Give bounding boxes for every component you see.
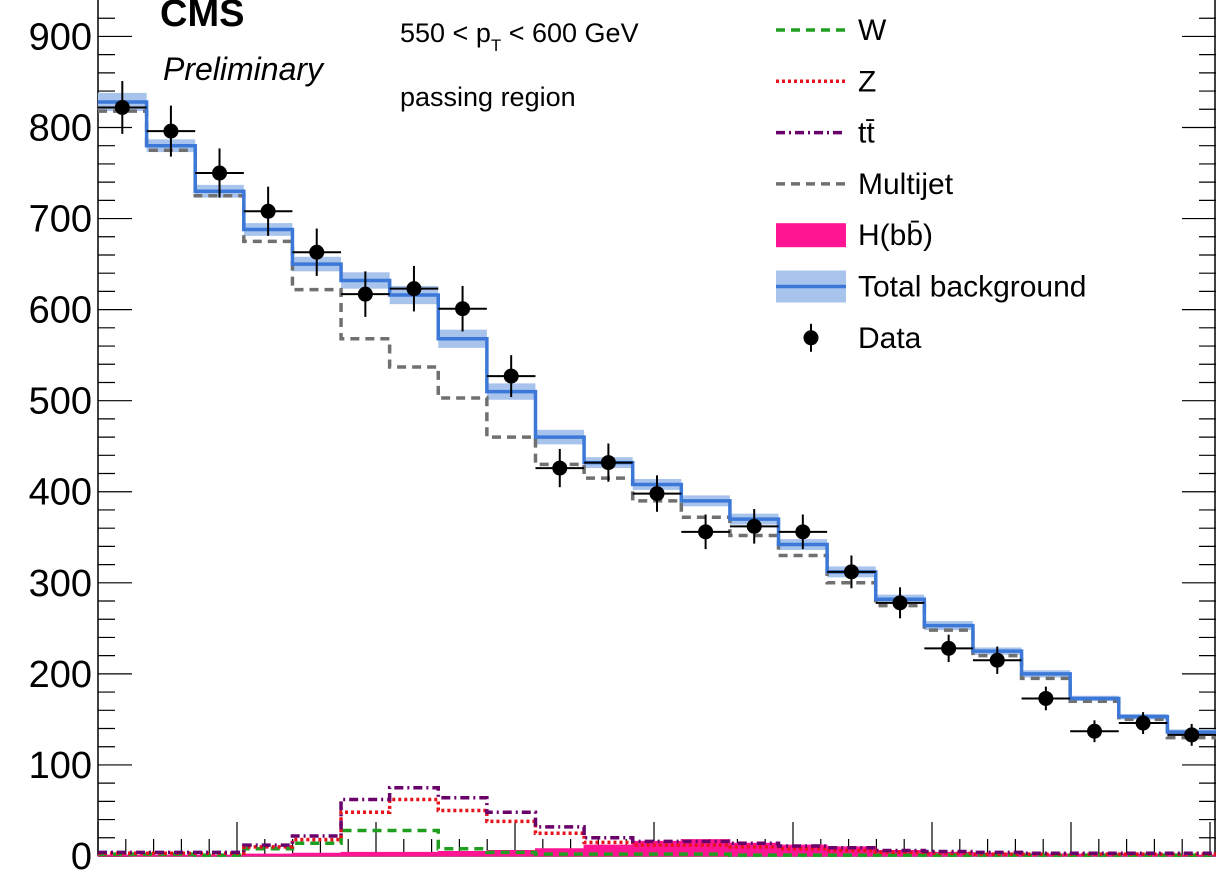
data-point [114, 99, 130, 115]
data-point [746, 518, 762, 534]
y-tick-label: 700 [29, 199, 92, 241]
y-tick-label: 0 [71, 836, 92, 872]
data-points [98, 81, 1216, 746]
data-point [309, 244, 325, 260]
data-point [1086, 723, 1102, 739]
y-tick-label: 200 [29, 654, 92, 696]
region-label: passing region [400, 82, 576, 112]
legend-label: W [858, 14, 887, 47]
data-point [503, 368, 519, 384]
data-point [941, 640, 957, 656]
data-point [795, 524, 811, 540]
data-point [455, 301, 471, 317]
y-tick-label: 900 [29, 16, 92, 58]
region-subscript: T [491, 36, 501, 55]
region-kinematics: 550 < pT < 600 GeV [400, 18, 639, 55]
series-line-tt [98, 785, 1216, 856]
experiment-label: CMS [160, 0, 244, 35]
total-background-line [98, 100, 1216, 734]
legend-label: Z [858, 65, 876, 98]
data-point [212, 165, 228, 181]
y-tick-label: 100 [29, 745, 92, 787]
data-point [406, 281, 422, 297]
legend-label: Multijet [858, 168, 954, 201]
y-tick-label: 600 [29, 290, 92, 332]
data-point [357, 286, 373, 302]
y-tick-label: 400 [29, 472, 92, 514]
data-point [649, 486, 665, 502]
series-line-w [98, 828, 1216, 857]
data-point [552, 460, 568, 476]
status-label: Preliminary [163, 51, 325, 87]
legend-data-marker [803, 330, 819, 346]
y-tick-label: 300 [29, 563, 92, 605]
region-prefix: 550 < p [400, 18, 491, 48]
plot-frame [97, 0, 1216, 857]
data-point [1038, 690, 1054, 706]
data-point [163, 123, 179, 139]
data-point [1135, 715, 1151, 731]
data-point [698, 524, 714, 540]
legend-label: H(bb̄) [858, 219, 933, 252]
region-suffix: < 600 GeV [501, 18, 638, 48]
y-tick-label: 500 [29, 381, 92, 423]
data-point [1184, 727, 1200, 743]
y-axis: 0 100 200 300 400 500 600 700 800 900 [29, 16, 1216, 872]
data-point [260, 203, 276, 219]
data-point [892, 595, 908, 611]
legend-label: Total background [858, 271, 1087, 304]
legend-label: Data [858, 322, 922, 355]
legend-label: tt̄ [858, 117, 875, 150]
y-tick-label: 800 [29, 107, 92, 149]
data-point [843, 564, 859, 580]
legend-swatch [776, 223, 846, 248]
data-point [989, 652, 1005, 668]
data-point [600, 455, 616, 471]
